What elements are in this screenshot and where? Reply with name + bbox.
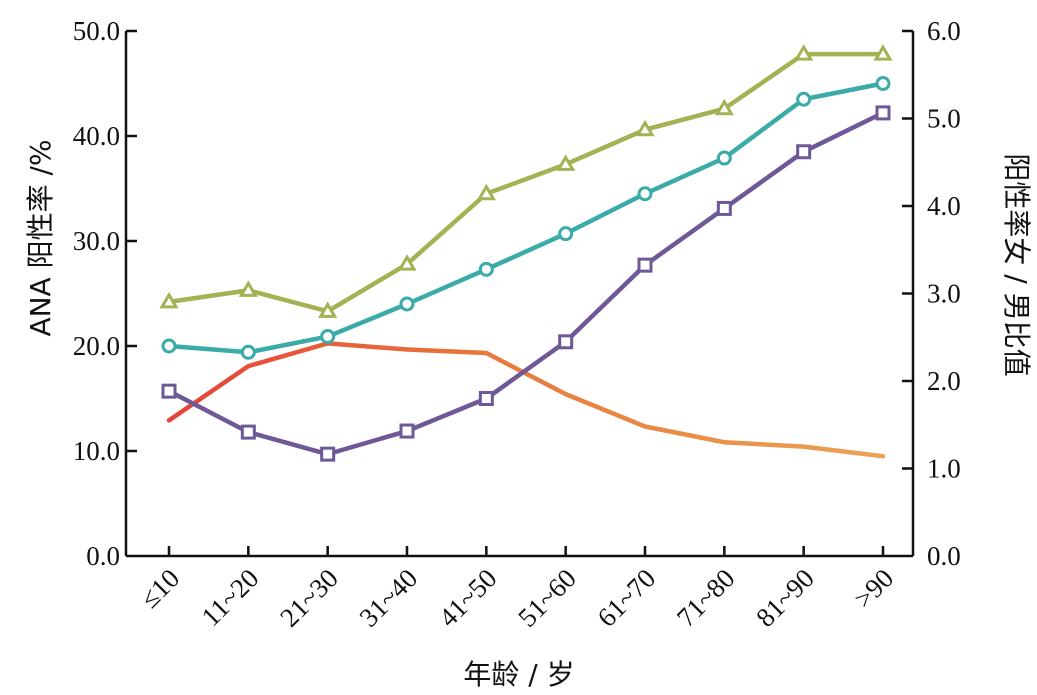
right-tick-label: 3.0 [927, 279, 961, 309]
square-point [478, 391, 494, 406]
circle-point [637, 186, 653, 202]
circle-point [716, 150, 732, 166]
left-tick-label: 30.0 [73, 226, 120, 256]
series-square [161, 105, 891, 462]
series-triangle-line [168, 51, 883, 314]
square-point [558, 334, 574, 350]
triangle-point [714, 98, 734, 116]
triangle-point [159, 291, 179, 309]
series-ratio [166, 341, 886, 459]
right-tick-label: 2.0 [927, 366, 961, 396]
right-tick-label: 4.0 [927, 191, 961, 221]
x-tick-label: 61~70 [592, 563, 662, 633]
series-triangle [159, 44, 893, 318]
square-point [399, 423, 415, 439]
circle-point [320, 329, 336, 345]
triangle-point [873, 44, 893, 61]
left-tick-label: 20.0 [73, 331, 120, 361]
x-tick-label: 71~80 [671, 563, 741, 633]
series-layer [159, 44, 893, 462]
x-tick-label: 81~90 [750, 563, 820, 633]
series-ratio-line [166, 341, 886, 459]
square-point [716, 200, 732, 216]
x-tick-label: 41~50 [433, 563, 503, 633]
circle-point [399, 296, 415, 312]
x-tick-label: 11~20 [196, 563, 265, 632]
triangle-point [476, 183, 496, 201]
x-tick-label: ≤10 [134, 563, 185, 614]
left-axis-ticks: 0.0 10.0 20.0 30.0 40.0 50.0 [73, 16, 137, 571]
circle-point [558, 226, 574, 242]
left-tick-label: 10.0 [73, 436, 120, 466]
circle-point [478, 261, 494, 277]
x-axis-title: 年龄 / 岁 [463, 658, 574, 691]
square-point [875, 105, 891, 121]
square-point [240, 424, 256, 440]
x-axis-ticks: ≤10 11~20 21~30 31~40 41~50 51~60 61~70 71~80 81… [134, 546, 899, 633]
square-point [320, 446, 336, 462]
left-tick-label: 40.0 [73, 121, 120, 151]
circle-point [875, 76, 891, 91]
circle-point [240, 344, 256, 360]
series-square-line [167, 110, 884, 457]
series-circle-line [168, 81, 884, 355]
triangle-point [794, 44, 814, 61]
circle-point [161, 338, 177, 354]
triangle-point [238, 280, 258, 297]
x-tick-label: 31~40 [354, 563, 424, 633]
x-tick-label: 51~60 [512, 563, 582, 633]
right-tick-label: 1.0 [927, 454, 961, 484]
right-axis-ticks: 0.0 1.0 2.0 3.0 4.0 5.0 6.0 [902, 16, 961, 571]
right-tick-label: 6.0 [927, 16, 961, 46]
triangle-point [397, 254, 417, 271]
left-tick-label: 0.0 [86, 541, 120, 571]
y2-axis-title: 阳性率女 / 男比值 [1000, 153, 1033, 376]
circle-point [796, 91, 812, 107]
x-tick-label: >90 [848, 563, 899, 614]
left-tick-label: 50.0 [73, 16, 120, 46]
triangle-point [635, 119, 655, 137]
square-point [796, 144, 812, 160]
x-tick-label: 21~30 [274, 563, 344, 633]
square-point [161, 383, 177, 399]
right-tick-label: 0.0 [927, 541, 961, 571]
right-tick-label: 5.0 [927, 104, 961, 134]
triangle-point [318, 301, 338, 318]
square-point [637, 257, 653, 273]
series-circle [161, 76, 891, 360]
y-axis-title: ANA 阳性率 /% [24, 139, 57, 336]
triangle-point [556, 154, 576, 171]
